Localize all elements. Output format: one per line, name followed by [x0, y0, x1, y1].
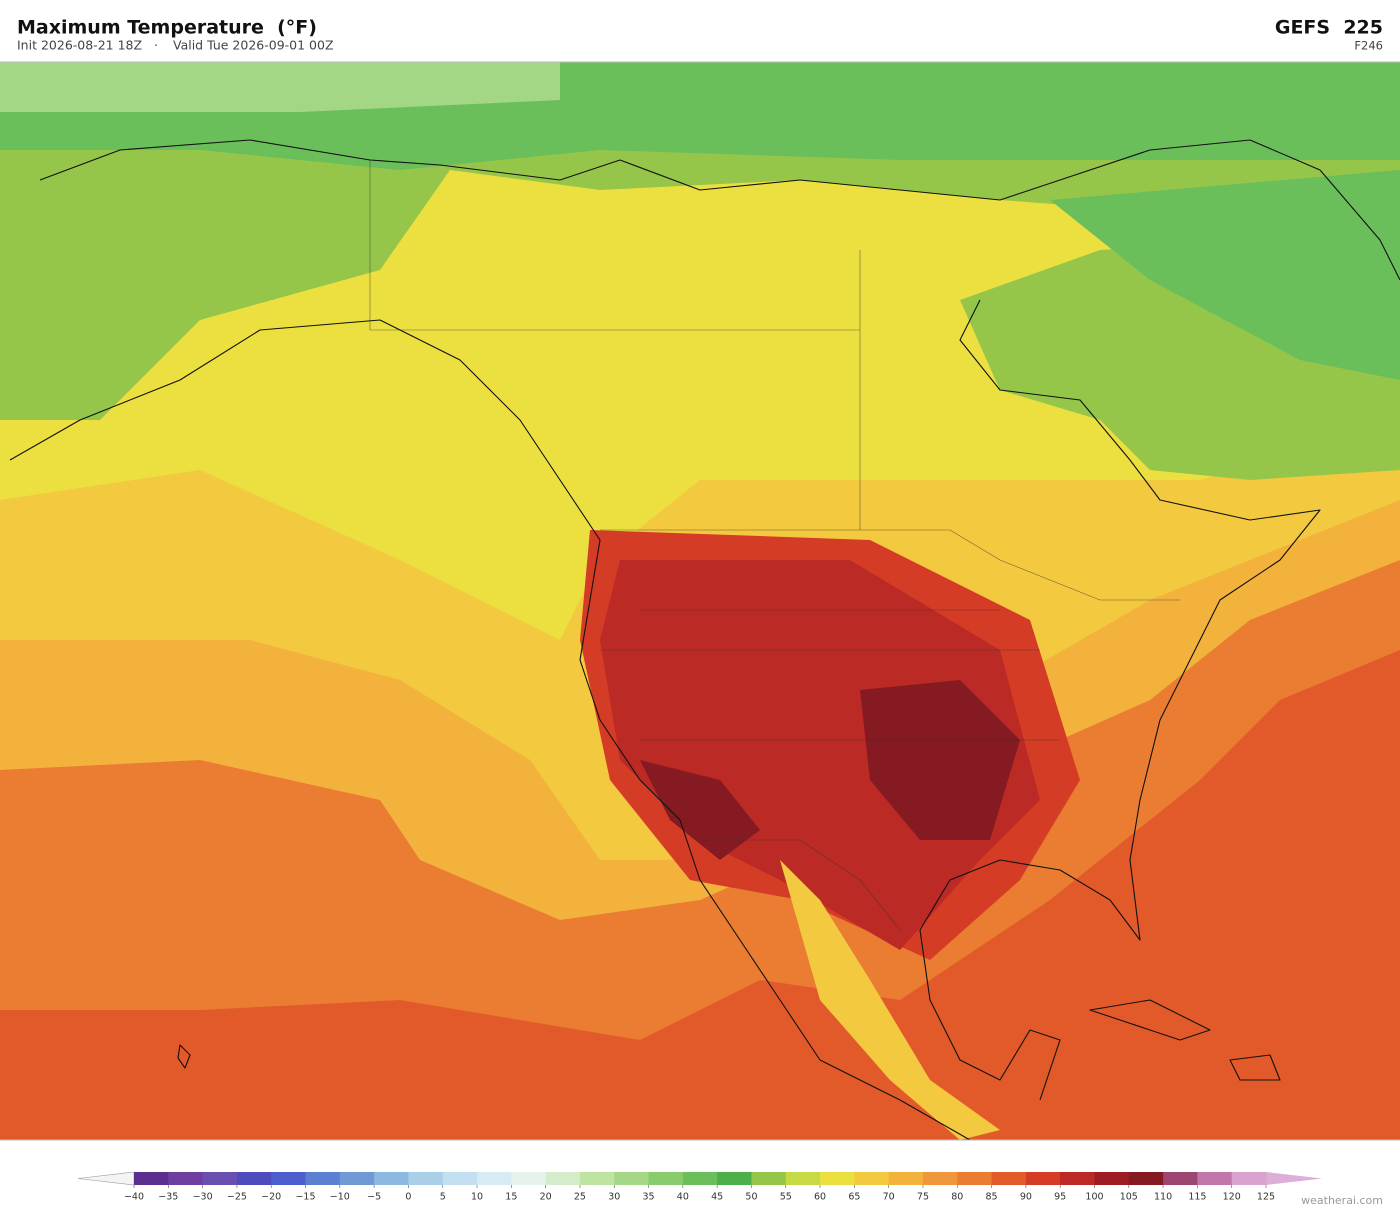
colorbar-tick-label: 85	[986, 1192, 998, 1203]
colorbar-tick-label: 90	[1020, 1192, 1032, 1203]
colorbar-tick-label: 40	[677, 1192, 689, 1203]
colorbar-tick-label: 10	[471, 1192, 483, 1203]
colorbar-tick-label: −10	[330, 1192, 350, 1203]
colorbar-segment	[1060, 1172, 1095, 1185]
colorbar-tick-label: −5	[367, 1192, 381, 1203]
colorbar-segment	[442, 1172, 478, 1185]
field-band	[600, 560, 1040, 950]
colorbar-tick-label: 120	[1223, 1192, 1241, 1203]
colorbar-segment	[1128, 1172, 1164, 1185]
colorbar-segment	[614, 1172, 650, 1185]
colorbar-tick-label: 55	[780, 1192, 792, 1203]
coastline	[9, 139, 1400, 1140]
field-hot-core	[860, 680, 1020, 840]
field-band	[1050, 170, 1400, 380]
colorbar-tick-label: 15	[505, 1192, 517, 1203]
colorbar-segment	[339, 1172, 375, 1185]
colorbar: −40 −35 −30 −25 −20 −15 −10 −5 0 5 10 15 20 25 30 35 40 4…	[77, 1171, 1322, 1203]
map	[0, 61, 1400, 1141]
colorbar-segment	[305, 1172, 341, 1185]
colorbar-tick-label: 25	[574, 1192, 586, 1203]
colorbar-segment	[1197, 1172, 1233, 1185]
colorbar-segment	[202, 1172, 238, 1185]
colorbar-segment	[236, 1172, 272, 1185]
colorbar-tick-label: 0	[405, 1192, 411, 1203]
colorbar-tick-label: −20	[261, 1192, 281, 1203]
colorbar-tick-label: 65	[848, 1192, 860, 1203]
colorbar-tick-label: −40	[124, 1192, 144, 1203]
field-hot-core	[640, 760, 760, 860]
islands	[177, 999, 1281, 1081]
colorbar-segment	[957, 1172, 993, 1185]
colorbar-segment	[648, 1172, 684, 1185]
field-band	[0, 62, 560, 112]
field-band	[780, 860, 1000, 1140]
colorbar-tick-label: 35	[642, 1192, 654, 1203]
colorbar-segment	[1231, 1172, 1267, 1185]
colorbar-segment	[751, 1172, 787, 1185]
colorbar-segment	[134, 1172, 169, 1185]
colorbar-tick-label: −30	[193, 1192, 213, 1203]
colorbar-segment	[922, 1172, 958, 1185]
colorbar-tick-label: 30	[608, 1192, 620, 1203]
colorbar-under	[77, 1171, 135, 1186]
colorbar-tick-label: 110	[1154, 1192, 1172, 1203]
colorbar-tick-label: 75	[917, 1192, 929, 1203]
colorbar-segment	[717, 1172, 752, 1185]
colorbar-tick-label: 60	[814, 1192, 826, 1203]
colorbar-tick-label: 80	[951, 1192, 963, 1203]
colorbar-segment	[545, 1172, 581, 1185]
colorbar-tick-label: 45	[711, 1192, 723, 1203]
colorbar-tick-label: −25	[227, 1192, 247, 1203]
credit: weatherai.com	[1301, 1194, 1383, 1207]
colorbar-tick-label: 70	[883, 1192, 895, 1203]
valid-time: Valid Tue 2026-09-01 00Z	[173, 38, 334, 53]
colorbar-segment	[477, 1172, 512, 1185]
colorbar-tick-label: 125	[1257, 1192, 1275, 1203]
colorbar-segment	[854, 1172, 890, 1185]
colorbar-segment	[1163, 1172, 1198, 1185]
colorbar-tick-label: 115	[1188, 1192, 1206, 1203]
colorbar-segment	[271, 1172, 307, 1185]
colorbar-tick-label: 20	[540, 1192, 552, 1203]
colorbar-segment	[1094, 1172, 1130, 1185]
colorbar-segment	[374, 1172, 409, 1185]
political-borders	[369, 160, 1180, 931]
map-title: Maximum Temperature (°F)	[17, 17, 317, 39]
colorbar-tick-label: 100	[1085, 1192, 1103, 1203]
colorbar-tick-label: 105	[1120, 1192, 1138, 1203]
separator: ·	[154, 38, 158, 53]
colorbar-segment	[682, 1172, 718, 1185]
colorbar-segment	[408, 1172, 444, 1185]
colorbar-tick-label: 5	[440, 1192, 446, 1203]
colorbar-tick-label: −35	[158, 1192, 178, 1203]
colorbar-tick-label: 50	[745, 1192, 757, 1203]
model-name: GEFS 225	[1275, 17, 1383, 39]
colorbar-segment	[168, 1172, 204, 1185]
colorbar-segment	[785, 1172, 821, 1185]
colorbar-over	[1266, 1172, 1322, 1185]
colorbar-segment	[820, 1172, 855, 1185]
colorbar-tick-label: 95	[1054, 1192, 1066, 1203]
colorbar-segment	[991, 1172, 1027, 1185]
colorbar-segment	[888, 1172, 924, 1185]
colorbar-tick-label: −15	[295, 1192, 315, 1203]
colorbar-segment	[579, 1172, 615, 1185]
colorbar-segment	[511, 1172, 547, 1185]
init-time: Init 2026-08-21 18Z	[17, 38, 142, 53]
forecast-hour: F246	[1354, 39, 1383, 53]
colorbar-segment	[1025, 1172, 1061, 1185]
